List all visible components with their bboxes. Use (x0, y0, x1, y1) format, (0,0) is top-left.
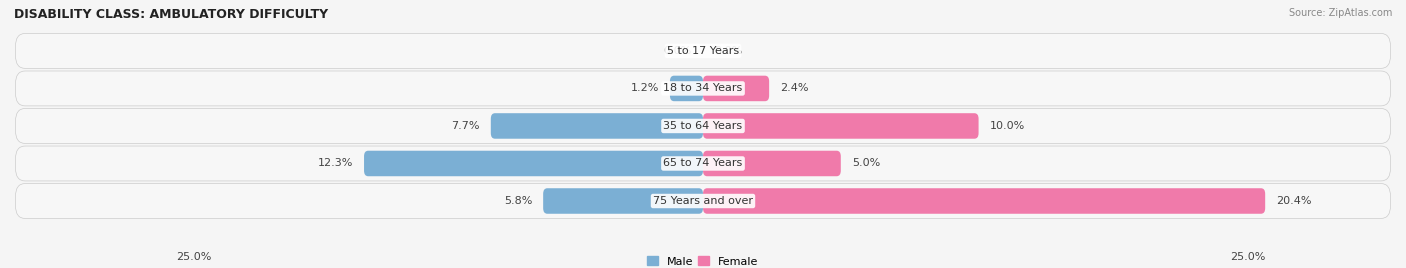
FancyBboxPatch shape (703, 113, 979, 139)
Text: DISABILITY CLASS: AMBULATORY DIFFICULTY: DISABILITY CLASS: AMBULATORY DIFFICULTY (14, 8, 328, 21)
Legend: Male, Female: Male, Female (647, 256, 759, 267)
Text: 25.0%: 25.0% (1230, 252, 1265, 262)
Text: Source: ZipAtlas.com: Source: ZipAtlas.com (1288, 8, 1392, 18)
FancyBboxPatch shape (543, 188, 703, 214)
Text: 65 to 74 Years: 65 to 74 Years (664, 158, 742, 169)
Text: 75 Years and over: 75 Years and over (652, 196, 754, 206)
Text: 5.0%: 5.0% (852, 158, 880, 169)
Text: 1.2%: 1.2% (630, 83, 659, 94)
Text: 7.7%: 7.7% (451, 121, 479, 131)
Text: 12.3%: 12.3% (318, 158, 353, 169)
Text: 2.4%: 2.4% (780, 83, 808, 94)
FancyBboxPatch shape (15, 71, 1391, 106)
FancyBboxPatch shape (491, 113, 703, 139)
Text: 25.0%: 25.0% (176, 252, 211, 262)
Text: 20.4%: 20.4% (1277, 196, 1312, 206)
FancyBboxPatch shape (364, 151, 703, 176)
Text: 0.0%: 0.0% (664, 46, 692, 56)
Text: 0.0%: 0.0% (714, 46, 742, 56)
FancyBboxPatch shape (669, 76, 703, 101)
FancyBboxPatch shape (15, 109, 1391, 143)
Text: 5 to 17 Years: 5 to 17 Years (666, 46, 740, 56)
FancyBboxPatch shape (703, 151, 841, 176)
FancyBboxPatch shape (703, 76, 769, 101)
FancyBboxPatch shape (15, 146, 1391, 181)
Text: 35 to 64 Years: 35 to 64 Years (664, 121, 742, 131)
FancyBboxPatch shape (703, 188, 1265, 214)
Text: 18 to 34 Years: 18 to 34 Years (664, 83, 742, 94)
Text: 10.0%: 10.0% (990, 121, 1025, 131)
Text: 5.8%: 5.8% (503, 196, 531, 206)
FancyBboxPatch shape (15, 184, 1391, 218)
FancyBboxPatch shape (15, 34, 1391, 68)
